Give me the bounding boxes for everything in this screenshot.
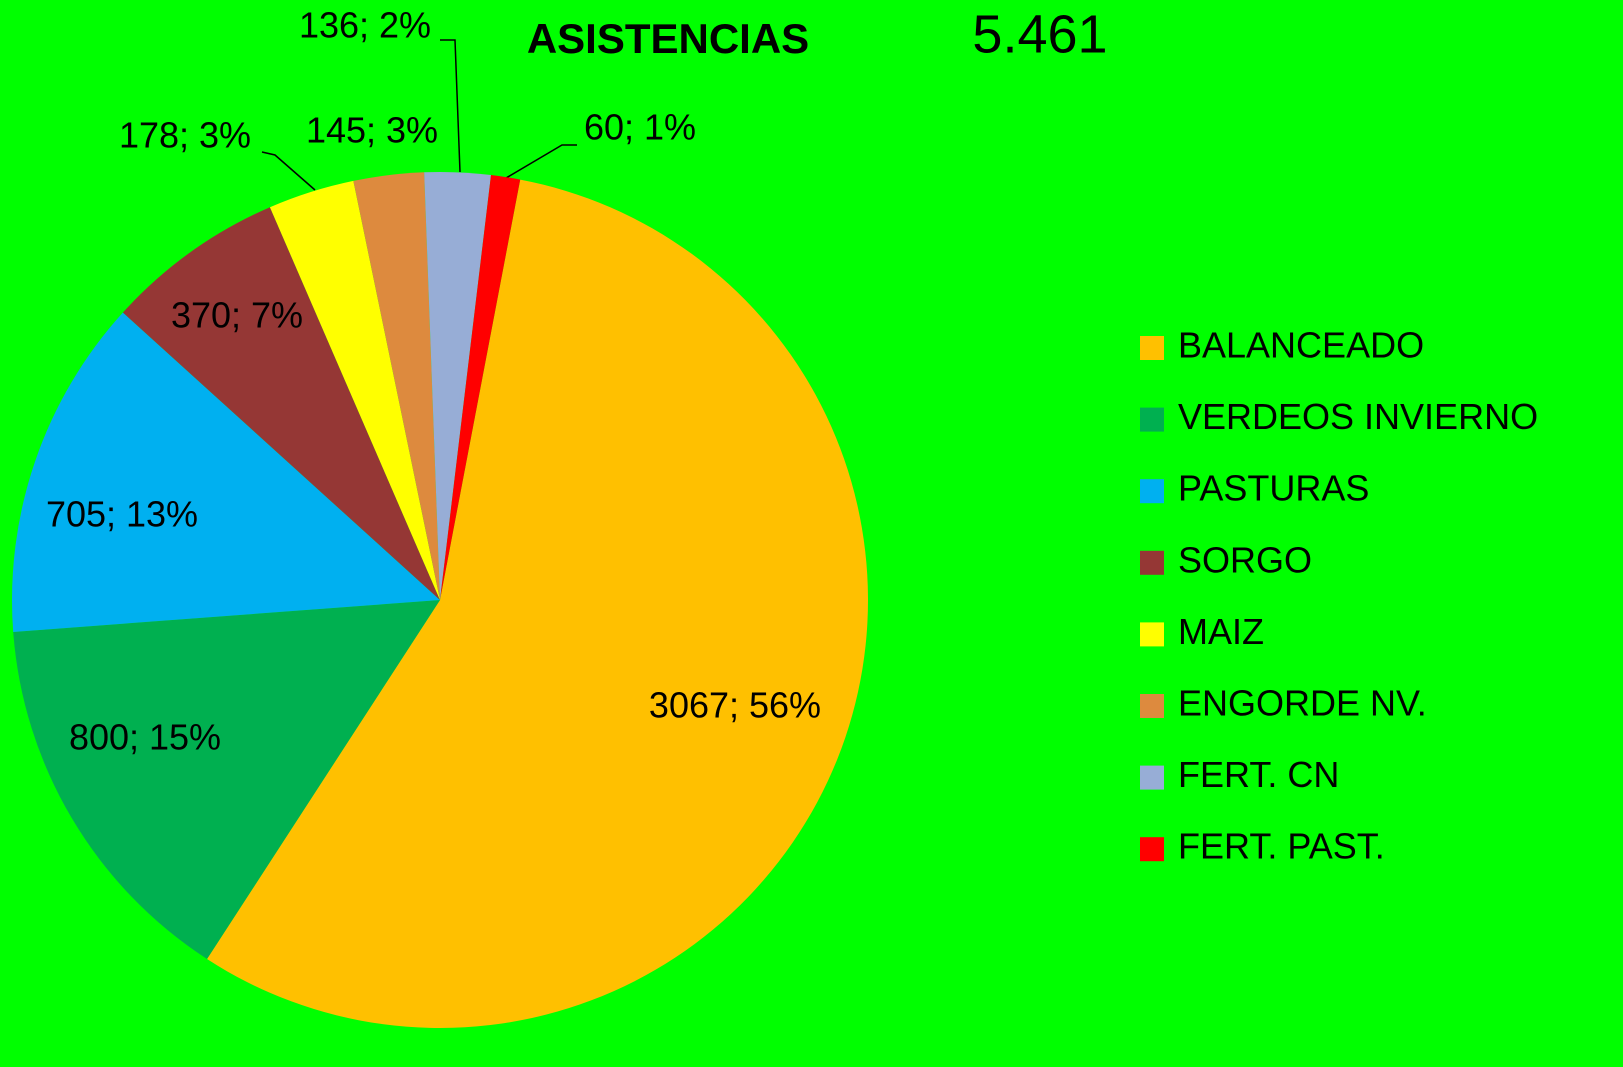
data-label: 705; 13%	[46, 494, 198, 535]
leader-line	[505, 144, 577, 179]
legend-label: MAIZ	[1178, 611, 1264, 652]
pie-slice	[353, 172, 440, 600]
pie-slice	[13, 600, 441, 960]
legend-label: ENGORDE NV.	[1178, 683, 1427, 724]
chart-title: ASISTENCIAS	[527, 15, 809, 62]
legend-swatch	[1140, 622, 1164, 647]
legend-swatch	[1140, 765, 1164, 790]
pie-slice	[440, 175, 521, 600]
total-annotation: 5.461	[972, 4, 1107, 64]
data-label: 136; 2%	[299, 5, 431, 46]
data-label: 60; 1%	[584, 107, 696, 148]
data-label: 3067; 56%	[649, 685, 821, 726]
legend-swatch	[1140, 694, 1164, 718]
pie-slice	[207, 179, 868, 1028]
legend-swatch	[1140, 336, 1164, 360]
legend-label: FERT. PAST.	[1178, 826, 1385, 867]
pie-slice	[122, 207, 440, 600]
data-label: 145; 3%	[306, 110, 438, 151]
legend-swatch	[1140, 479, 1164, 504]
legend-swatch	[1140, 550, 1164, 575]
legend-label: BALANCEADO	[1178, 325, 1424, 366]
legend-label: VERDEOS INVIERNO	[1178, 396, 1538, 437]
legend-swatch	[1140, 837, 1164, 862]
pie-slice	[424, 172, 492, 600]
leader-line	[440, 39, 461, 173]
legend-label: PASTURAS	[1178, 468, 1369, 509]
leader-line	[261, 151, 316, 191]
data-label: 800; 15%	[69, 717, 221, 758]
legend-swatch	[1140, 407, 1164, 432]
legend-label: FERT. CN	[1178, 754, 1339, 795]
data-label: 178; 3%	[119, 115, 251, 156]
pie-slice	[269, 180, 440, 600]
pie-slice	[12, 312, 441, 632]
legend-label: SORGO	[1178, 539, 1312, 580]
data-label: 370; 7%	[171, 295, 303, 336]
